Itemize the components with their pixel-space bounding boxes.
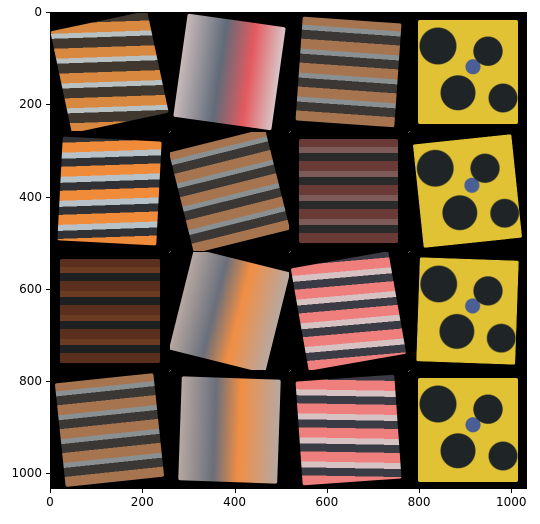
texture-tile <box>408 251 526 370</box>
texture-tile <box>408 13 526 132</box>
texture-tile <box>289 370 408 488</box>
texture-tile <box>170 251 289 370</box>
grid-line-horizontal <box>51 370 526 372</box>
x-tick <box>234 489 236 493</box>
texture-tile <box>170 132 289 251</box>
y-tick-label: 600 <box>19 281 42 296</box>
texture-tile <box>170 370 289 488</box>
texture-patch <box>298 139 399 244</box>
texture-patch <box>172 13 286 131</box>
grid-line-vertical <box>408 13 410 488</box>
texture-patch <box>413 134 523 249</box>
y-tick <box>46 473 50 475</box>
y-tick <box>46 104 50 106</box>
grid-line-vertical <box>170 13 172 488</box>
texture-patch <box>418 20 518 125</box>
x-tick-label: 0 <box>46 495 54 509</box>
texture-patch <box>177 376 281 484</box>
texture-patch <box>60 258 160 363</box>
x-tick <box>142 489 144 493</box>
y-tick-label: 1000 <box>11 466 42 481</box>
y-tick <box>46 288 50 290</box>
x-tick <box>511 489 513 493</box>
grid-line-vertical <box>289 13 291 488</box>
texture-tile <box>289 251 408 370</box>
texture-tile <box>51 132 170 251</box>
y-tick-label: 400 <box>19 189 42 204</box>
x-tick <box>50 489 51 493</box>
texture-tile <box>289 13 408 132</box>
texture-tile <box>170 13 289 132</box>
y-tick <box>46 196 50 198</box>
x-tick-label: 800 <box>407 495 431 509</box>
texture-patch <box>55 372 165 487</box>
x-tick-label: 1000 <box>496 495 527 509</box>
texture-tile <box>289 132 408 251</box>
y-tick <box>46 12 50 13</box>
x-tick <box>326 489 328 493</box>
y-tick-label: 0 <box>34 5 42 19</box>
x-tick-label: 600 <box>315 495 339 509</box>
x-tick-label: 200 <box>130 495 154 509</box>
texture-patch <box>418 377 518 482</box>
y-tick <box>46 381 50 383</box>
texture-patch <box>170 251 289 370</box>
texture-tile <box>408 370 526 488</box>
grid-line-horizontal <box>51 251 526 253</box>
texture-patch <box>416 256 520 365</box>
texture-tile <box>408 132 526 251</box>
y-tick-label: 800 <box>19 374 42 389</box>
texture-tile <box>51 370 170 488</box>
grid-line-horizontal <box>51 132 526 134</box>
texture-patch <box>295 374 402 486</box>
texture-patch <box>57 136 163 246</box>
texture-tile <box>51 251 170 370</box>
image-axes <box>50 12 527 489</box>
x-tick-label: 400 <box>223 495 246 509</box>
texture-patch <box>51 13 170 132</box>
y-tick-label: 200 <box>19 97 42 112</box>
texture-patch <box>295 16 402 128</box>
texture-patch <box>170 132 289 251</box>
texture-patch <box>290 251 407 370</box>
texture-tile <box>51 13 170 132</box>
x-tick <box>419 489 421 493</box>
